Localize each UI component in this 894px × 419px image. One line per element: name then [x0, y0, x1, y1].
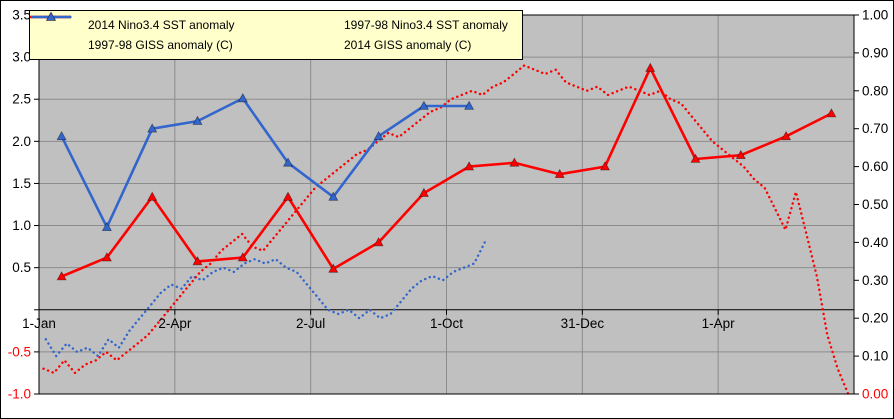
svg-text:0.40: 0.40	[862, 235, 888, 250]
triangle-marker	[418, 187, 429, 197]
triangle-marker	[56, 130, 67, 141]
triangle-marker	[781, 130, 792, 141]
triangle-marker	[56, 271, 67, 281]
legend-line-sample	[31, 11, 81, 51]
legend: 2014 Nino3.4 SST anomaly 1997-98 Nino3.4…	[29, 10, 523, 60]
svg-text:-1.0: -1.0	[8, 387, 31, 402]
series-2014-giss-anomaly-c-	[56, 92, 475, 231]
svg-text:1.00: 1.00	[862, 8, 888, 23]
svg-text:2-Apr: 2-Apr	[158, 316, 192, 331]
x-axis-labels: 1-Jan 2-Apr 2-Jul 1-Oct 31-Dec 1-Apr	[22, 316, 735, 331]
triangle-marker	[282, 157, 294, 167]
svg-text:0.20: 0.20	[862, 311, 888, 326]
legend-item-label: 2014 Nino3.4 SST anomaly	[88, 18, 235, 32]
legend-item-label: 1997-98 GISS anomaly (C)	[88, 38, 233, 52]
svg-text:1.5: 1.5	[12, 176, 31, 191]
svg-text:-0.5: -0.5	[8, 344, 31, 359]
triangle-marker	[418, 100, 429, 110]
triangle-marker	[101, 252, 112, 262]
left-axis-labels: 3.5 3.0 2.5 2.0 1.5 1.0 0.5 -0.5 -1.0	[8, 8, 31, 402]
triangle-marker	[282, 191, 294, 201]
legend-item-label: 2014 GISS anomaly (C)	[344, 38, 472, 52]
legend-item: 2014 GISS anomaly (C)	[31, 11, 513, 52]
svg-text:1-Apr: 1-Apr	[702, 316, 736, 331]
svg-text:0.00: 0.00	[862, 387, 888, 402]
triangle-marker	[826, 108, 837, 118]
series-1997-98-nino3-4-sst-anomaly	[42, 64, 850, 396]
triangle-marker	[464, 161, 475, 171]
svg-text:0.80: 0.80	[862, 83, 888, 98]
svg-text:2.5: 2.5	[12, 92, 31, 107]
triangle-marker	[237, 92, 248, 103]
triangle-marker	[147, 191, 158, 201]
right-axis-labels: 1.00 0.90 0.80 0.70 0.60 0.50 0.40 0.30 0.20 0.10…	[862, 8, 888, 402]
legend-line-sample	[30, 15, 337, 31]
triangle-marker	[735, 149, 746, 159]
svg-text:0.90: 0.90	[862, 45, 888, 60]
svg-text:0.5: 0.5	[12, 260, 31, 275]
svg-text:2.0: 2.0	[12, 134, 31, 149]
gridlines	[39, 15, 854, 394]
triangle-marker	[147, 123, 158, 133]
triangle-marker	[690, 153, 701, 163]
legend-line-sample	[31, 11, 337, 51]
legend-item: 1997-98 GISS anomaly (C)	[31, 11, 291, 52]
triangle-marker	[192, 255, 203, 266]
series-2014-nino3-4-sst-anomaly	[44, 241, 486, 358]
legend-item: 2014 Nino3.4 SST anomaly	[30, 15, 291, 32]
series-1997-98-giss-anomaly-c-	[56, 62, 837, 281]
svg-text:1-Jan: 1-Jan	[22, 316, 56, 331]
triangle-marker	[464, 100, 475, 110]
triangle-marker	[509, 157, 520, 167]
svg-text:0.10: 0.10	[862, 349, 888, 364]
svg-text:0.30: 0.30	[862, 273, 888, 288]
legend-item-label: 1997-98 Nino3.4 SST anomaly	[344, 18, 508, 32]
triangle-marker	[237, 252, 248, 262]
svg-text:0.50: 0.50	[862, 197, 888, 212]
triangle-marker	[192, 115, 203, 125]
svg-text:0.60: 0.60	[862, 159, 888, 174]
svg-text:0.70: 0.70	[862, 121, 888, 136]
svg-text:31-Dec: 31-Dec	[561, 316, 605, 331]
triangle-marker	[599, 161, 611, 171]
svg-text:1-Oct: 1-Oct	[430, 316, 463, 331]
triangle-marker	[373, 236, 384, 247]
triangle-marker	[101, 221, 112, 231]
svg-text:1.0: 1.0	[12, 218, 31, 233]
triangle-marker	[373, 130, 384, 141]
legend-item: 1997-98 Nino3.4 SST anomaly	[30, 15, 513, 32]
triangle-marker	[328, 263, 339, 273]
triangle-marker	[554, 168, 565, 178]
svg-text:3.0: 3.0	[12, 50, 31, 65]
triangle-marker	[328, 191, 339, 201]
svg-text:3.5: 3.5	[12, 8, 31, 23]
triangle-marker	[645, 62, 656, 72]
svg-text:2-Jul: 2-Jul	[296, 316, 325, 331]
